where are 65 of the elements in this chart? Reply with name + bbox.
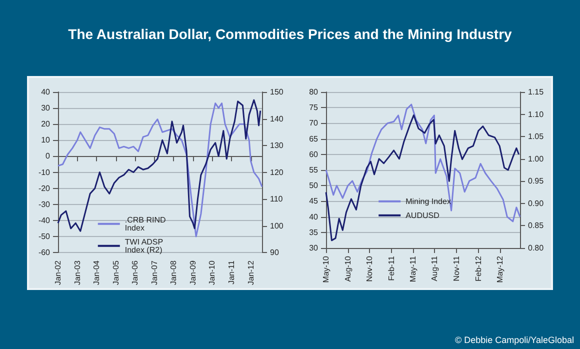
x-tick-label: May-11 (408, 255, 418, 282)
legend-label: .CRB RIND Index (124, 215, 168, 232)
x-tick-label: May-12 (495, 255, 504, 283)
x-tick-label: Nov-11 (452, 255, 462, 282)
y-tick-label: -30 (38, 200, 51, 209)
y-tick-label: 70 (309, 118, 319, 128)
y2-tick-label: 1.00 (528, 154, 544, 164)
line-series (325, 114, 520, 242)
x-tick-label: Jan-09 (188, 260, 198, 286)
y-tick-label: 55 (309, 166, 319, 174)
y-tick-label: 80 (309, 88, 319, 96)
y2-tick-label: 100 (270, 221, 284, 230)
y2-tick-label: 120 (270, 168, 284, 177)
x-tick-label: Nov-10 (365, 255, 374, 282)
y2-tick-label: 90 (270, 248, 280, 258)
y2-tick-label: 110 (270, 194, 284, 204)
x-tick-label: Jan-10 (208, 260, 217, 286)
x-tick-label: Jan-12 (246, 260, 256, 286)
y2-tick-label: 0.85 (528, 221, 544, 230)
y-tick-label: -20 (38, 184, 51, 193)
y-tick-label: -50 (38, 232, 51, 241)
y-tick-label: 0 (46, 152, 51, 161)
y2-tick-label: 1.10 (528, 110, 544, 119)
x-tick-label: Jan-11 (226, 260, 236, 284)
y-tick-label: 65 (309, 134, 319, 144)
x-tick-label: Jan-02 (54, 260, 62, 286)
y-tick-label: 35 (309, 228, 319, 237)
x-tick-label: May-10 (322, 255, 330, 283)
y-tick-label: -60 (38, 248, 51, 258)
y-tick-label: 20 (41, 120, 51, 129)
x-tick-label: Aug-10 (343, 255, 352, 282)
y-tick-label: 30 (309, 244, 319, 252)
y-tick-label: 45 (309, 196, 319, 206)
text: © Debbie Campoli/YaleGlobal (454, 335, 574, 345)
legend-label: TWI ADSP Index (R2) (124, 237, 166, 254)
x-tick-label: Feb-11 (387, 255, 396, 281)
x-tick-label: Feb-12 (474, 255, 483, 282)
y2-tick-label: 150 (270, 88, 284, 96)
y-tick-label: 50 (309, 181, 319, 190)
y-tick-label: 40 (309, 212, 319, 222)
y2-tick-label: 140 (270, 114, 284, 124)
x-tick-label: Aug-11 (430, 255, 440, 282)
x-tick-label: Jan-05 (111, 260, 120, 286)
y-tick-label: 30 (41, 104, 51, 113)
y-tick-label: 75 (309, 103, 319, 112)
y2-tick-label: 0.90 (528, 198, 544, 208)
x-tick-label: Jan-06 (130, 260, 140, 286)
x-tick-label: Jan-04 (92, 260, 102, 286)
legend-label: AUDUSD (406, 210, 440, 220)
chart-title: The Australian Dollar, Commodities Prices and the Mining Industry (67, 26, 513, 42)
y-tick-label: -10 (38, 168, 51, 177)
y2-tick-label: 130 (270, 141, 284, 150)
x-tick-label: Jan-03 (72, 260, 82, 286)
x-tick-label: Jan-08 (169, 260, 178, 286)
y2-tick-label: 0.95 (528, 176, 544, 186)
line-series (325, 104, 521, 222)
y2-tick-label: 0.80 (528, 244, 544, 252)
x-tick-label: Jan-07 (150, 260, 159, 286)
y-tick-label: -40 (38, 216, 51, 225)
y-tick-label: 40 (41, 88, 51, 96)
y-tick-label: 10 (41, 136, 51, 145)
y-tick-label: 60 (309, 150, 319, 159)
y2-tick-label: 1.05 (528, 132, 544, 142)
y2-tick-label: 1.15 (528, 88, 544, 96)
legend-label: Mining Index (406, 196, 451, 206)
